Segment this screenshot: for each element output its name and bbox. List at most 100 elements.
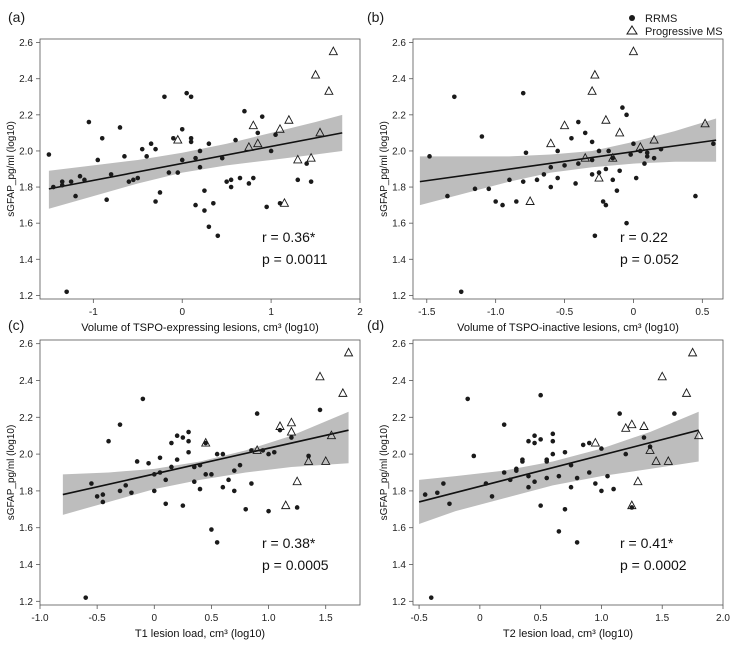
y-tick-label: 1.8 <box>19 486 33 497</box>
data-point-rrms <box>596 148 602 154</box>
data-point-rrms <box>231 468 237 473</box>
y-tick-label: 2.6 <box>19 339 33 350</box>
data-point-rrms <box>447 501 452 507</box>
data-point-rrms <box>556 473 562 479</box>
data-point-rrms <box>574 540 580 545</box>
data-point-rrms <box>139 146 145 152</box>
x-axis-label: Volume of TSPO-inactive lesions, cm³ (lo… <box>457 322 679 334</box>
data-point-rrms <box>526 484 531 490</box>
data-point-rrms <box>479 134 485 139</box>
data-point-rrms <box>548 184 554 190</box>
data-point-progressive <box>252 444 262 454</box>
data-point-rrms <box>246 181 252 186</box>
data-point-progressive <box>338 387 348 397</box>
correlation-r: r = 0.22 <box>620 229 668 245</box>
data-point-rrms <box>501 470 507 475</box>
data-point-rrms <box>228 177 234 183</box>
data-point-rrms <box>51 184 56 190</box>
data-point-rrms <box>483 481 489 486</box>
panel-a: (a) -1 0 1 2 1.2 1.4 1.6 1.8 2.0 2.2 2.4 2.6 Volume o… <box>6 9 363 334</box>
data-point-progressive <box>627 419 637 429</box>
data-point-rrms <box>526 473 531 479</box>
data-point-rrms <box>255 130 261 136</box>
data-point-progressive <box>315 371 325 381</box>
data-point-progressive <box>310 69 321 79</box>
y-tick-label: 1.6 <box>19 219 33 230</box>
data-point-rrms <box>544 457 550 462</box>
data-point-rrms <box>445 193 450 199</box>
data-point-rrms <box>586 470 592 475</box>
x-tick-label: -1.5 <box>418 307 436 318</box>
data-point-rrms <box>644 154 650 159</box>
fit-line <box>419 139 717 183</box>
y-tick-label: 2.0 <box>392 146 406 157</box>
data-point-rrms <box>624 112 629 118</box>
data-point-progressive <box>681 387 692 397</box>
data-point-rrms <box>106 438 111 444</box>
data-point-progressive <box>280 500 291 510</box>
data-point-progressive <box>687 347 698 357</box>
data-point-rrms <box>153 146 158 152</box>
data-point-rrms <box>623 451 629 457</box>
correlation-p: p = 0.0002 <box>620 557 687 573</box>
data-point-rrms <box>104 197 109 202</box>
panel-c: (c) -1.0 -0.5 0 0.5 1.0 1.5 1.2 1.4 1.6 1.8 2.0 2.2 2… <box>6 317 361 640</box>
data-point-progressive <box>286 426 297 436</box>
data-point-rrms <box>614 188 620 193</box>
data-point-rrms <box>186 449 191 455</box>
legend-label-rrms: RRMS <box>645 13 677 25</box>
data-point-rrms <box>89 481 94 486</box>
data-point-rrms <box>131 177 136 183</box>
data-point-rrms <box>231 488 237 494</box>
correlation-p: p = 0.0005 <box>262 557 329 573</box>
data-point-rrms <box>471 453 477 459</box>
data-point-rrms <box>593 481 598 486</box>
data-point-rrms <box>180 435 186 440</box>
data-point-progressive <box>343 347 354 357</box>
data-point-rrms <box>589 157 595 163</box>
data-point-progressive <box>580 152 590 162</box>
plot-frame <box>39 339 361 606</box>
data-point-progressive <box>693 430 704 440</box>
data-point-rrms <box>197 164 203 170</box>
data-point-rrms <box>169 440 174 446</box>
data-point-rrms <box>574 475 580 481</box>
data-point-progressive <box>649 134 659 144</box>
correlation-r: r = 0.38* <box>262 535 316 551</box>
data-point-rrms <box>220 484 226 490</box>
data-point-progressive <box>328 46 339 56</box>
data-point-rrms <box>184 90 189 96</box>
x-axis-label: T2 lesion load, cm³ (log10) <box>503 628 633 640</box>
confidence-band <box>48 114 343 209</box>
data-point-rrms <box>520 90 526 96</box>
data-point-progressive <box>253 138 263 148</box>
data-point-rrms <box>550 431 556 437</box>
data-point-rrms <box>117 422 123 427</box>
y-tick-label: 1.8 <box>19 183 33 194</box>
data-point-progressive <box>248 120 259 130</box>
data-point-rrms <box>197 462 203 468</box>
data-point-progressive <box>293 154 303 164</box>
data-point-rrms <box>631 141 636 147</box>
data-point-rrms <box>179 126 185 132</box>
data-point-rrms <box>304 161 309 166</box>
x-axis-label: T1 lesion load, cm³ (log10) <box>135 628 265 640</box>
y-tick-label: 1.4 <box>19 560 33 571</box>
data-point-rrms <box>77 173 83 179</box>
data-point-rrms <box>59 182 65 188</box>
data-point-rrms <box>169 464 174 470</box>
data-point-rrms <box>175 170 181 175</box>
data-point-rrms <box>242 108 247 114</box>
data-point-rrms <box>620 105 625 110</box>
data-point-rrms <box>550 438 556 444</box>
data-point-rrms <box>163 501 169 507</box>
data-point-progressive <box>303 456 314 465</box>
data-point-rrms <box>295 177 301 183</box>
data-point-rrms <box>550 451 556 457</box>
panel-b: (b) -1.5 -1.0 -0.5 0 0.5 1.2 1.4 1.6 1.8 2.0 2.2 2.4… <box>367 9 724 334</box>
data-point-rrms <box>166 170 172 175</box>
data-point-rrms <box>633 175 639 181</box>
x-tick-label: -0.5 <box>89 613 107 624</box>
data-point-progressive <box>275 421 285 430</box>
